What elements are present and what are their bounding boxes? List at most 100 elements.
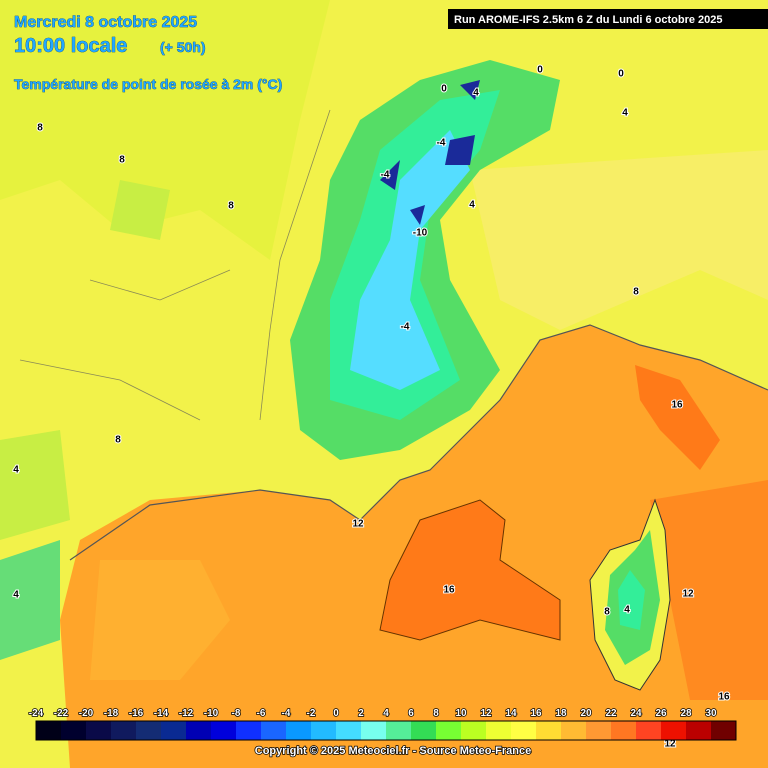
legend-frame bbox=[35, 720, 737, 741]
land-west bbox=[0, 540, 60, 660]
legend-tick-label: -22 bbox=[54, 708, 69, 719]
variable: Température de point de rosée à 2m (°C) bbox=[14, 76, 282, 92]
sea-warm bbox=[650, 480, 768, 700]
legend-swatch bbox=[486, 721, 512, 740]
legend-swatch bbox=[711, 721, 737, 740]
legend-swatch bbox=[86, 721, 112, 740]
legend-tick-label: -10 bbox=[204, 708, 219, 719]
sea-warm bbox=[379, 499, 561, 641]
contour-label: 4 bbox=[624, 605, 630, 616]
legend-swatch bbox=[436, 721, 462, 740]
legend-tick-label: 28 bbox=[680, 708, 692, 719]
contour-label: -4 bbox=[437, 138, 446, 149]
corsica-high bbox=[618, 570, 645, 630]
legend-tick-label: -6 bbox=[257, 708, 266, 719]
legend-tick-label: 16 bbox=[530, 708, 542, 719]
legend-swatch bbox=[311, 721, 337, 740]
contour-label: 12 bbox=[682, 589, 694, 600]
contour-label: 8 bbox=[115, 435, 121, 446]
legend-swatch bbox=[411, 721, 437, 740]
legend-swatch bbox=[661, 721, 687, 740]
contour-label: 4 bbox=[622, 108, 628, 119]
contour-label: -4 bbox=[381, 170, 390, 181]
contour-label: -10 bbox=[413, 228, 428, 239]
legend-tick-label: 2 bbox=[358, 708, 364, 719]
legend-swatch bbox=[686, 721, 712, 740]
legend-swatch bbox=[461, 721, 487, 740]
legend-swatch bbox=[186, 721, 212, 740]
legend-swatch bbox=[111, 721, 137, 740]
legend-swatch bbox=[336, 721, 362, 740]
legend-swatch bbox=[586, 721, 612, 740]
legend-tick-label: 4 bbox=[383, 708, 389, 719]
legend-tick-label: -12 bbox=[179, 708, 194, 719]
land-green bbox=[0, 180, 170, 540]
contour-label: 12 bbox=[664, 739, 676, 750]
legend-tick-label: 30 bbox=[705, 708, 717, 719]
contour-label: 0 bbox=[618, 69, 624, 80]
legend-swatch bbox=[61, 721, 87, 740]
legend-tick-label: -2 bbox=[307, 708, 316, 719]
contour-label: -4 bbox=[401, 322, 410, 333]
legend-tick-label: -24 bbox=[29, 708, 44, 719]
legend-swatch bbox=[611, 721, 637, 740]
land-po bbox=[470, 150, 768, 330]
legend-swatch bbox=[286, 721, 312, 740]
contour-label: 16 bbox=[671, 400, 683, 411]
legend-swatch bbox=[261, 721, 287, 740]
legend-tick-label: 12 bbox=[480, 708, 492, 719]
legend-tick-label: 10 bbox=[455, 708, 467, 719]
legend-tick-label: 6 bbox=[408, 708, 414, 719]
legend-swatch bbox=[161, 721, 187, 740]
contour-label: 16 bbox=[443, 585, 455, 596]
contour-label: 4 bbox=[13, 465, 19, 476]
contour-label: 8 bbox=[228, 201, 234, 212]
land-north bbox=[0, 0, 330, 260]
copyright: Copyright © 2025 Meteociel.fr - Source M… bbox=[255, 745, 531, 757]
contour-labels: 0 4 -4 -4 4 -10 -4 0 0 4 8 8 8 16 16 12 … bbox=[12, 64, 731, 751]
legend-swatch bbox=[511, 721, 537, 740]
borders bbox=[19, 109, 331, 421]
contour-label: 0 bbox=[537, 65, 543, 76]
alps-high bbox=[350, 130, 470, 390]
alps-peak bbox=[380, 80, 480, 225]
time: 10:00 locale bbox=[14, 35, 127, 57]
legend-tick-label: -20 bbox=[79, 708, 94, 719]
legend-swatch bbox=[561, 721, 587, 740]
legend-swatch bbox=[36, 721, 62, 740]
legend-tick-label: -14 bbox=[154, 708, 169, 719]
legend-swatch bbox=[236, 721, 262, 740]
legend-swatch bbox=[536, 721, 562, 740]
legend-tick-label: 14 bbox=[505, 708, 517, 719]
legend-swatch bbox=[211, 721, 237, 740]
contour-label: 8 bbox=[633, 287, 639, 298]
contour-label: 8 bbox=[37, 123, 43, 134]
legend-tick-label: 18 bbox=[555, 708, 567, 719]
contour-label: 8 bbox=[119, 155, 125, 166]
legend-swatch bbox=[636, 721, 662, 740]
sea-cool bbox=[90, 560, 230, 680]
legend: -24 -22 -20 -18 -16 -14 -12 -10 -8 -6 -4 -2 0 2 4 6 8 10 1… bbox=[28, 707, 737, 741]
run-info: Run AROME-IFS 2.5km 6 Z du Lundi 6 octob… bbox=[454, 14, 723, 26]
contour-label: 16 bbox=[718, 692, 730, 703]
contour-label: 4 bbox=[13, 590, 19, 601]
legend-tick-label: -4 bbox=[282, 708, 291, 719]
legend-tick-label: 22 bbox=[605, 708, 617, 719]
contour-label: 0 bbox=[441, 84, 447, 95]
date: Mercredi 8 octobre 2025 bbox=[14, 14, 197, 31]
legend-tick-label: 0 bbox=[333, 708, 339, 719]
legend-tick-label: -16 bbox=[129, 708, 144, 719]
contour-label: 12 bbox=[352, 519, 364, 530]
contour-label: 4 bbox=[473, 88, 479, 99]
contour-label: 8 bbox=[604, 607, 610, 618]
contour-label: 4 bbox=[469, 200, 475, 211]
legend-swatch bbox=[136, 721, 162, 740]
run-box bbox=[448, 9, 768, 29]
legend-tick-label: 20 bbox=[580, 708, 592, 719]
legend-tick-label: -8 bbox=[232, 708, 241, 719]
legend-tick-label: 24 bbox=[630, 708, 642, 719]
legend-swatch bbox=[386, 721, 412, 740]
sea-warm bbox=[635, 365, 720, 470]
legend-tick-label: -18 bbox=[104, 708, 119, 719]
